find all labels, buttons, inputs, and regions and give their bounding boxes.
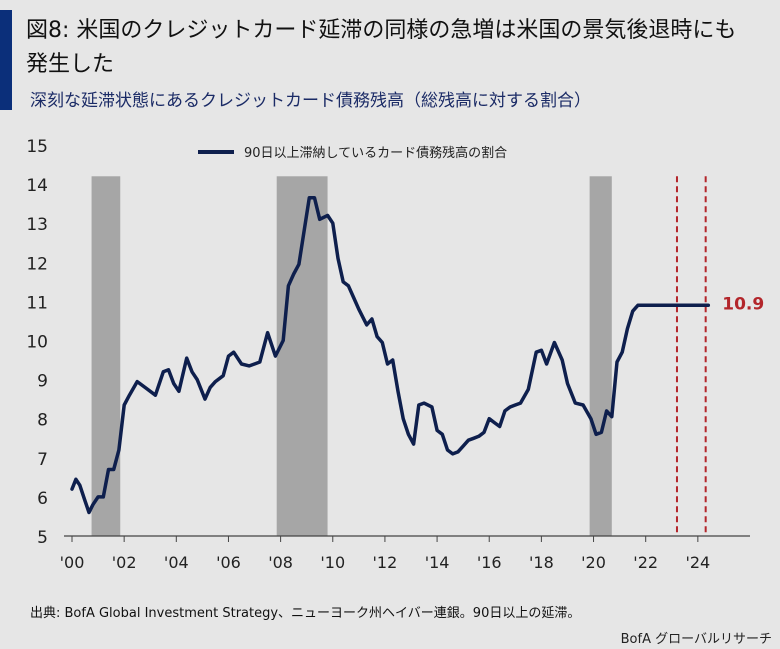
x-tick-label: '22 <box>633 553 658 572</box>
end-value-label: 10.9 <box>722 294 764 314</box>
chart-subtitle: 深刻な延滞状態にあるクレジットカード債務残高（総残高に対する割合） <box>30 91 591 111</box>
series-line <box>70 196 711 515</box>
y-tick-label: 15 <box>26 137 48 157</box>
x-tick-label: '20 <box>581 553 606 572</box>
y-tick-label: 10 <box>26 333 48 353</box>
title-accent-bar <box>0 10 12 110</box>
y-tick-label: 8 <box>37 411 48 431</box>
y-tick-label: 6 <box>37 489 48 509</box>
x-tick-label: '06 <box>216 553 241 572</box>
y-tick-label: 12 <box>26 254 48 274</box>
y-tick-label: 11 <box>26 293 48 313</box>
x-tick-label: '14 <box>425 553 450 572</box>
legend-label: 90日以上滞納しているカード債務残高の割合 <box>244 145 507 161</box>
y-tick-label: 9 <box>37 372 48 392</box>
x-tick-label: '02 <box>112 553 137 572</box>
y-tick-label: 5 <box>37 528 48 548</box>
x-tick-label: '08 <box>268 553 293 572</box>
x-tick-label: '04 <box>164 553 189 572</box>
y-tick-label: 14 <box>26 176 48 196</box>
recession-band-2 <box>589 176 612 536</box>
credit-label: BofA グローバルリサーチ <box>620 632 772 647</box>
source-note: 出典: BofA Global Investment Strategy、ニューヨ… <box>30 606 581 621</box>
x-tick-label: '00 <box>60 553 85 572</box>
y-tick-label: 13 <box>26 215 48 235</box>
x-tick-label: '10 <box>320 553 345 572</box>
x-tick-label: '12 <box>373 553 398 572</box>
x-tick-label: '18 <box>529 553 554 572</box>
x-tick-label: '24 <box>685 553 710 572</box>
recession-band-1 <box>276 176 328 536</box>
chart-title: 図8: 米国のクレジットカード延滞の同様の急増は米国の景気後退時にも発生した <box>26 18 737 77</box>
y-tick-label: 7 <box>37 450 48 470</box>
x-tick-label: '16 <box>477 553 502 572</box>
